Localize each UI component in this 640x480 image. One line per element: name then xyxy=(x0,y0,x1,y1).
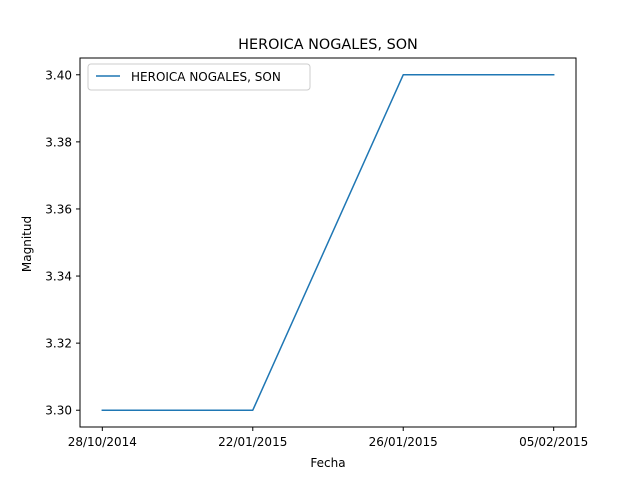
legend: HEROICA NOGALES, SON xyxy=(87,63,311,91)
legend-frame xyxy=(87,63,311,91)
x-tick-label: 22/01/2015 xyxy=(218,435,287,449)
y-axis-label: Magnitud xyxy=(20,216,34,272)
legend-label: HEROICA NOGALES, SON xyxy=(131,70,281,84)
y-tick-label: 3.36 xyxy=(45,202,72,216)
x-axis-label: Fecha xyxy=(310,456,345,470)
x-tick-label: 28/10/2014 xyxy=(68,435,137,449)
y-tick-label: 3.32 xyxy=(45,337,72,351)
series-line-0 xyxy=(101,74,555,411)
plot-area: 28/10/2014 22/01/2015 26/01/2015 05/02/2015… xyxy=(45,57,588,449)
chart-title: HEROICA NOGALES, SON xyxy=(238,37,418,53)
y-tick-label: 3.38 xyxy=(45,135,72,149)
y-tick-label: 3.30 xyxy=(45,404,72,418)
x-tick-label: 05/02/2015 xyxy=(519,435,588,449)
axes-frame xyxy=(79,57,577,428)
y-tick-label: 3.40 xyxy=(45,68,72,82)
x-tick-label: 26/01/2015 xyxy=(369,435,438,449)
y-tick-label: 3.34 xyxy=(45,270,72,284)
